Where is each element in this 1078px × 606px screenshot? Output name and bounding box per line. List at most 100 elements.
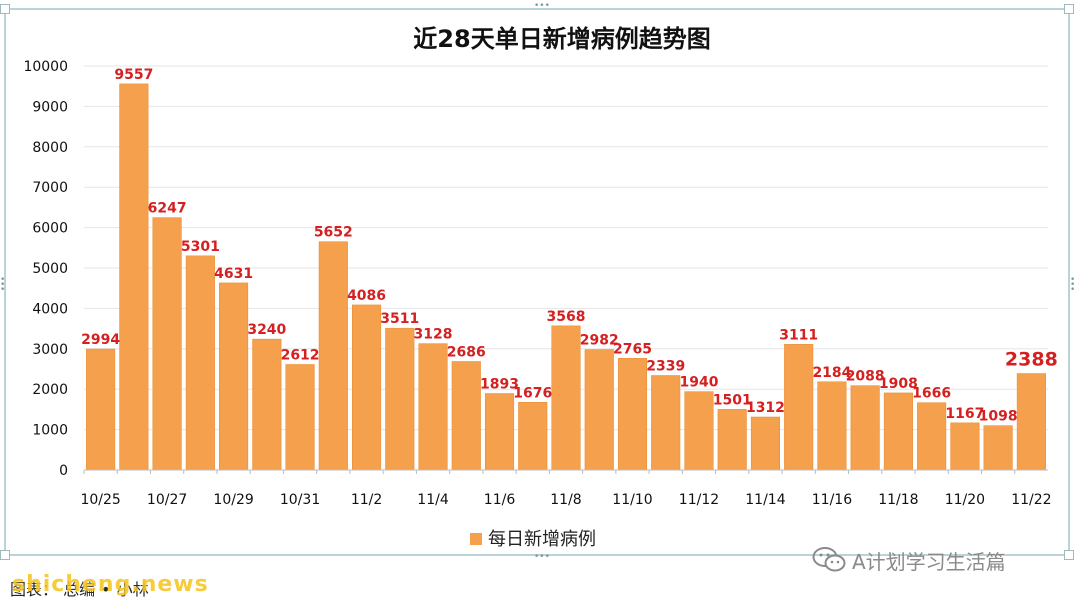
bar <box>684 391 714 471</box>
data-label: 4631 <box>214 266 253 282</box>
x-tick-label: 11/16 <box>812 492 852 508</box>
data-label: 1167 <box>945 406 984 422</box>
data-label: 2982 <box>580 333 619 349</box>
bar <box>518 402 548 471</box>
bar <box>717 409 747 471</box>
resize-handle-bottom-left[interactable] <box>0 550 10 560</box>
bar <box>584 349 614 471</box>
data-label: 2388 <box>1005 349 1058 371</box>
wechat-watermark: A计划学习生活篇 <box>812 542 1006 578</box>
bar <box>185 255 215 471</box>
data-label: 3511 <box>380 311 419 327</box>
data-label: 4086 <box>347 288 386 304</box>
x-tick-label: 11/18 <box>878 492 918 508</box>
data-label: 3568 <box>547 309 586 325</box>
data-label: 3240 <box>247 322 286 338</box>
resize-handle-right[interactable]: • • • <box>1070 275 1076 295</box>
source-author: 总编 <box>63 580 96 599</box>
x-tick-label: 11/10 <box>612 492 652 508</box>
x-tick-label: 10/31 <box>280 492 320 508</box>
x-tick-label: 11/6 <box>484 492 516 508</box>
resize-handle-top-left[interactable] <box>0 4 10 14</box>
y-tick-label: 5000 <box>32 261 68 277</box>
data-label: 2765 <box>613 341 652 357</box>
x-tick-label: 10/29 <box>213 492 253 508</box>
bar <box>651 375 681 471</box>
bar <box>750 416 780 471</box>
x-tick-label: 11/2 <box>351 492 382 508</box>
y-tick-label: 0 <box>59 463 68 479</box>
y-tick-label: 9000 <box>32 99 68 115</box>
wechat-icon <box>812 547 846 572</box>
source-credit: 图表： 总编 • 小林 <box>10 576 149 600</box>
y-tick-label: 1000 <box>32 423 68 439</box>
resize-handle-bottom[interactable]: ••• <box>534 552 550 562</box>
data-label: 6247 <box>148 201 187 217</box>
resize-handle-top[interactable]: ••• <box>534 1 550 11</box>
bar <box>152 217 182 471</box>
y-tick-label: 7000 <box>32 180 68 196</box>
data-label: 9557 <box>114 67 153 83</box>
bars <box>86 83 1046 471</box>
legend: 每日新增病例 <box>470 529 596 550</box>
legend-swatch <box>470 533 482 545</box>
bar <box>285 364 315 471</box>
source-name: 小林 <box>116 580 149 599</box>
data-label: 2612 <box>281 347 320 363</box>
bar <box>817 381 847 471</box>
x-tick-label: 10/25 <box>80 492 120 508</box>
data-label: 1940 <box>679 375 718 391</box>
data-label: 1312 <box>746 400 785 416</box>
data-label: 2088 <box>846 369 885 385</box>
bar <box>318 241 348 471</box>
y-tick-label: 3000 <box>32 342 68 358</box>
data-label: 1098 <box>979 409 1018 425</box>
data-label: 1893 <box>480 377 519 393</box>
x-tick-label: 11/22 <box>1011 492 1051 508</box>
bar <box>1016 373 1046 471</box>
y-axis-ticks: 0 1000 2000 3000 4000 5000 6000 7000 8000 9000 100… <box>23 59 68 479</box>
data-label: 5652 <box>314 225 353 241</box>
x-tick-label: 11/12 <box>679 492 719 508</box>
bar <box>451 361 481 471</box>
data-label: 3128 <box>414 327 453 343</box>
data-label: 2686 <box>447 344 486 360</box>
bar <box>385 327 415 471</box>
bar <box>850 385 880 471</box>
bar <box>784 344 814 471</box>
bar <box>418 343 448 471</box>
y-tick-label: 4000 <box>32 301 68 317</box>
data-label: 3111 <box>779 327 818 343</box>
bar <box>484 393 515 471</box>
resize-handle-top-right[interactable] <box>1064 4 1074 14</box>
bar <box>917 402 947 471</box>
x-tick-label: 10/27 <box>147 492 187 508</box>
source-author-separator: • <box>101 580 111 599</box>
wechat-account-name: A计划学习生活篇 <box>852 549 1006 574</box>
data-label: 1501 <box>713 392 752 408</box>
bar <box>219 282 249 471</box>
x-axis-ticks: 10/25 10/27 10/29 10/31 11/2 11/4 11/6 11/8 11/1… <box>80 470 1052 508</box>
bar <box>883 392 913 471</box>
data-label: 2339 <box>646 359 685 375</box>
bar <box>352 304 382 471</box>
data-label: 1908 <box>879 376 918 392</box>
data-label: 5301 <box>181 239 220 255</box>
data-label: 1666 <box>912 386 951 402</box>
y-tick-label: 8000 <box>32 140 68 156</box>
bar <box>617 358 648 471</box>
bar <box>983 425 1013 471</box>
y-tick-label: 6000 <box>32 221 68 237</box>
bar <box>252 338 282 471</box>
y-tick-label: 2000 <box>32 382 68 398</box>
resize-handle-left[interactable]: • • • <box>0 275 6 295</box>
site-watermark: shicheng.news <box>12 572 209 597</box>
x-tick-label: 11/14 <box>745 492 785 508</box>
source-label: 图表 <box>10 580 43 599</box>
data-label: 2994 <box>81 332 120 348</box>
bar <box>551 325 581 471</box>
bar <box>119 83 149 471</box>
resize-handle-bottom-right[interactable] <box>1064 550 1074 560</box>
x-tick-label: 11/20 <box>945 492 985 508</box>
